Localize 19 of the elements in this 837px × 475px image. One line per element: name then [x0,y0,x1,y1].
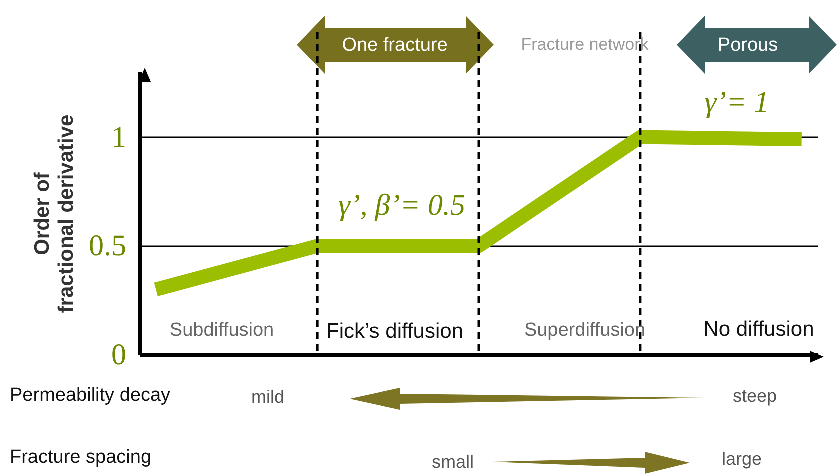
text: small [432,452,474,472]
text: large [722,449,762,469]
text: mild [251,387,285,407]
y-tick-label: 0 [112,338,126,372]
annotation: Subdiffusion [170,320,274,341]
annotation: γ’= 1 [704,86,770,119]
annotation: No diffusion [704,318,814,341]
text: Fracture spacing [10,447,152,468]
text: steep [732,386,778,406]
text: Fracture network [521,35,650,54]
text: One fracture [342,35,448,56]
y-tick-label: 1 [112,120,126,154]
text: Permeability decay [10,385,172,406]
annotation: Fick’s diffusion [326,320,464,343]
annotation: γ’, β’= 0.5 [338,189,466,222]
y-axis-title: Order of fractional derivative [31,114,78,314]
annotation: Superdiffusion [524,320,646,341]
text: Porous [718,35,778,56]
y-tick-label: 0.5 [89,230,126,263]
